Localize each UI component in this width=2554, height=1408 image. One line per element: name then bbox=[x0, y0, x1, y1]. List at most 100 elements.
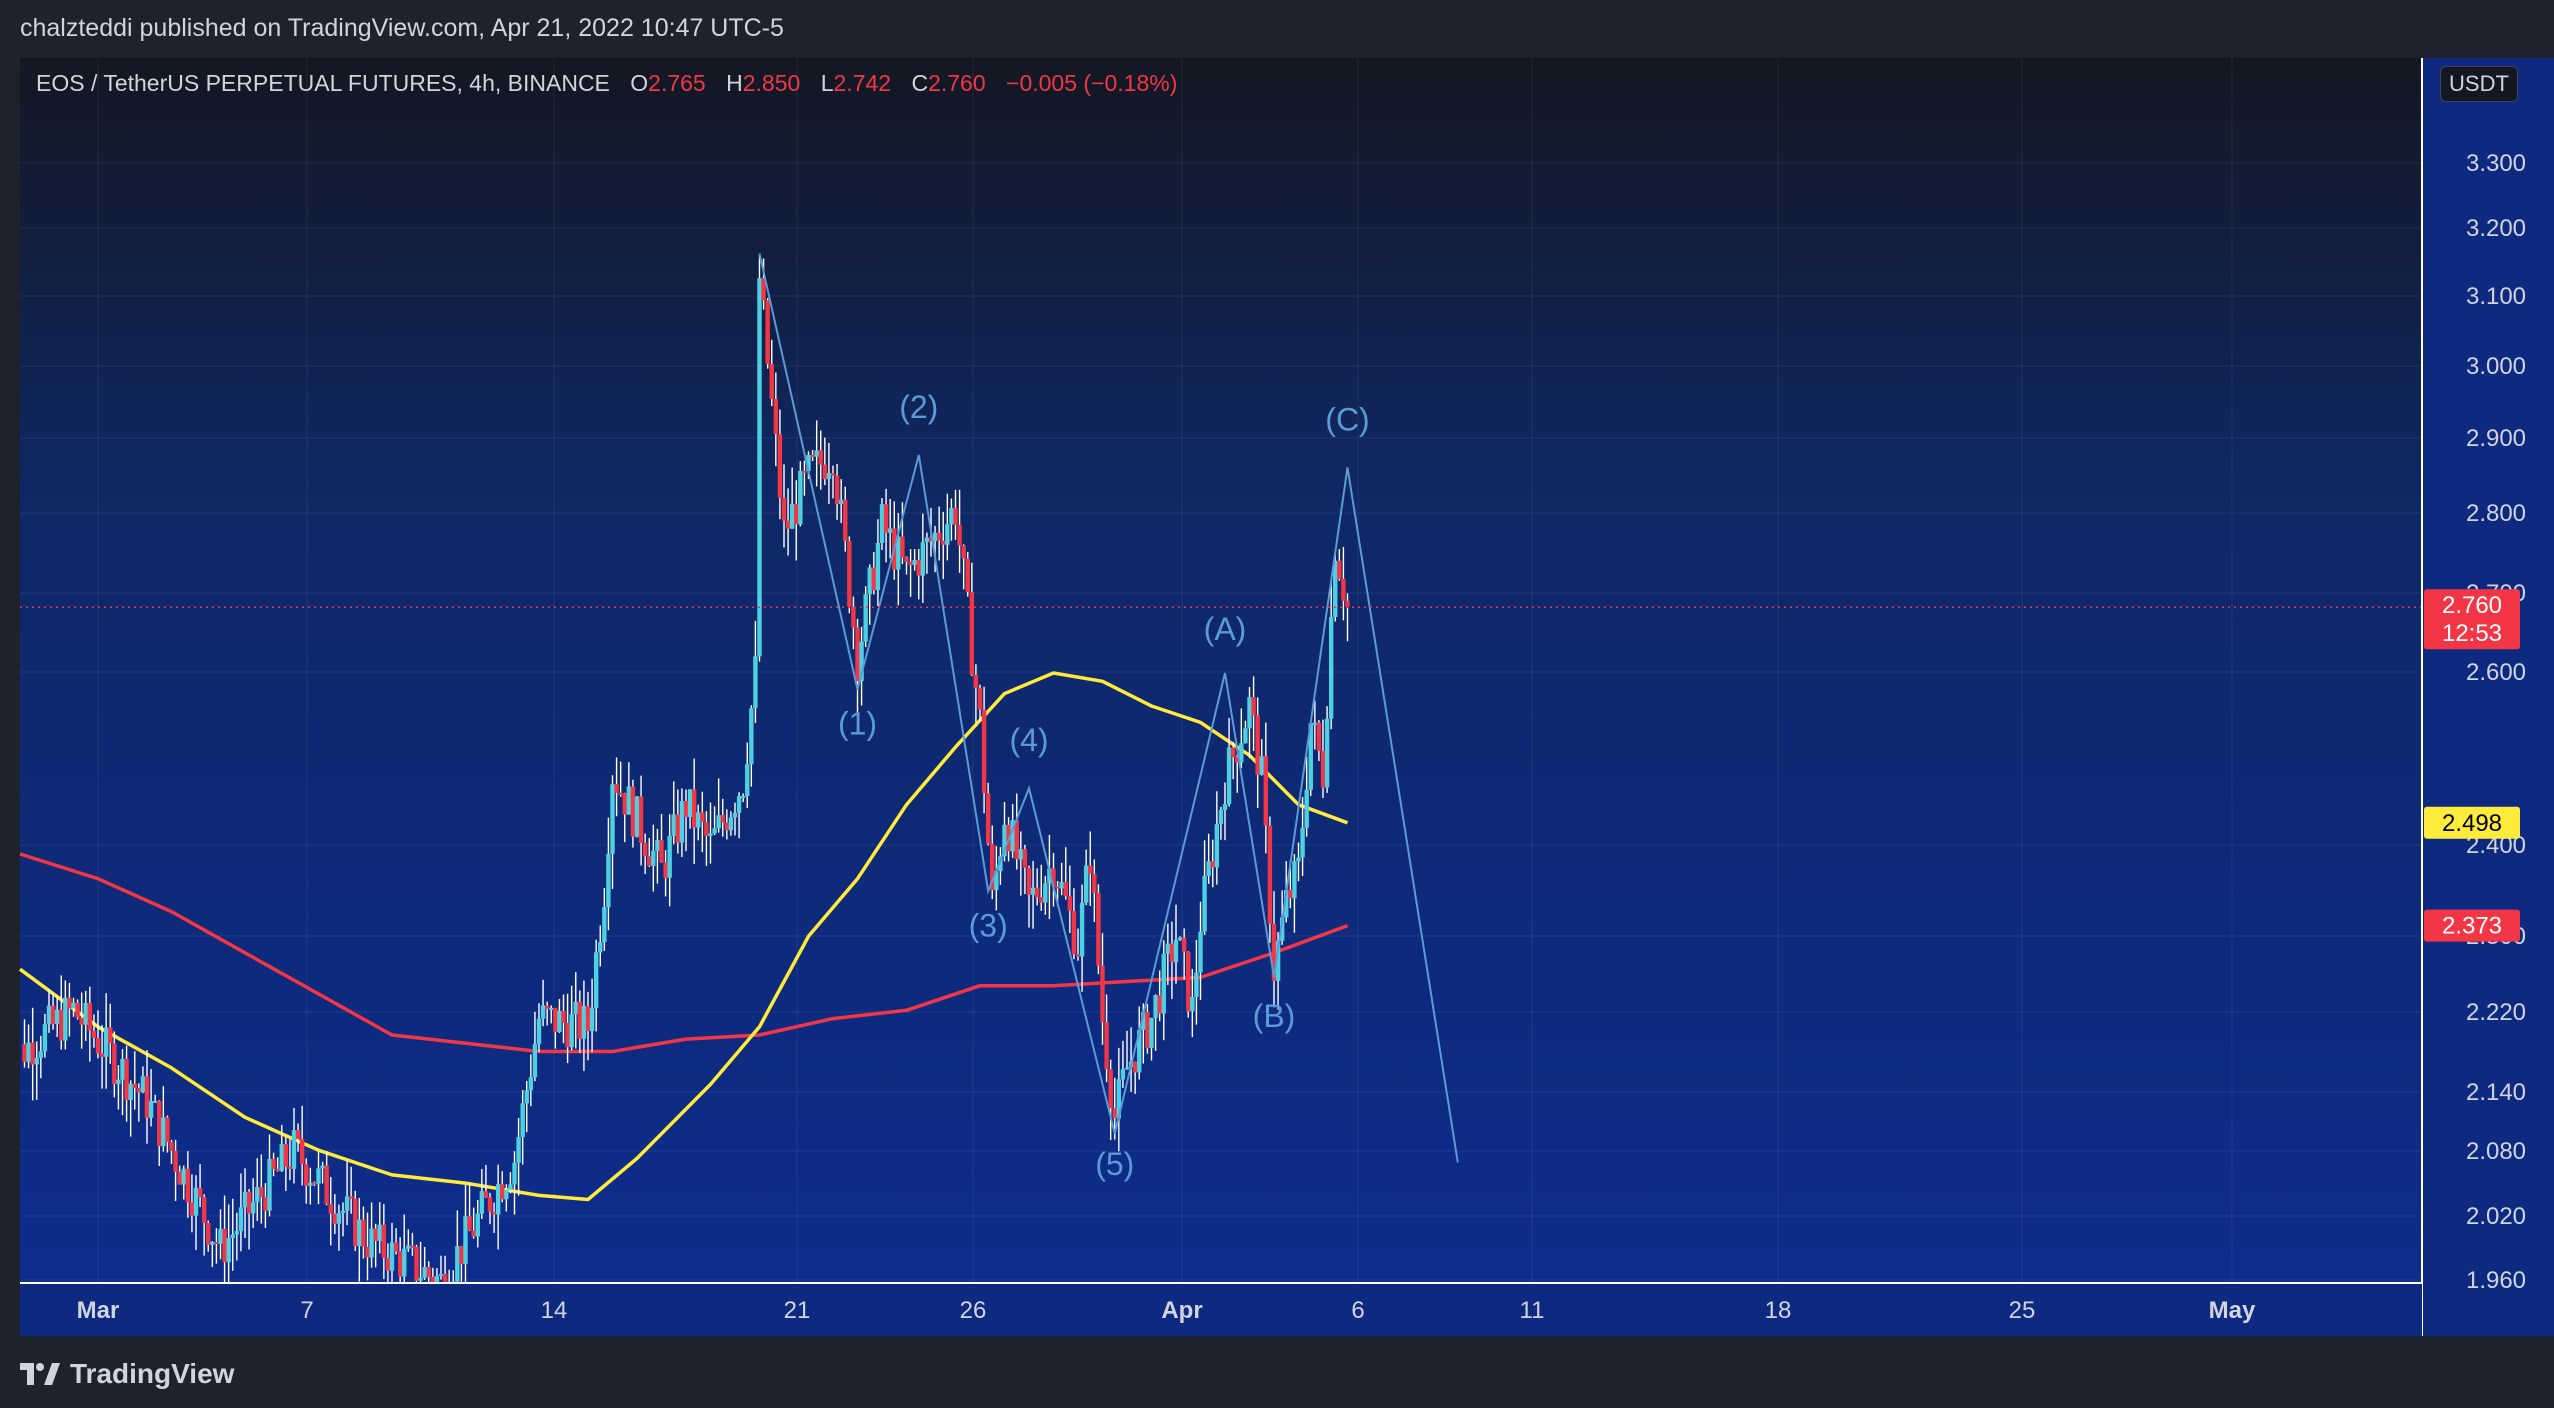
symbol-title[interactable]: EOS / TetherUS PERPETUAL FUTURES, 4h, BI… bbox=[36, 70, 610, 96]
candle-bearish bbox=[1320, 750, 1326, 788]
candle-bullish bbox=[357, 1219, 362, 1247]
wave-label: (2) bbox=[899, 389, 938, 425]
candle-bullish bbox=[945, 524, 950, 545]
candle-bearish bbox=[965, 558, 970, 593]
candle-bullish bbox=[1165, 943, 1171, 954]
candle-bullish bbox=[320, 1165, 325, 1169]
candle-bullish bbox=[438, 1273, 444, 1277]
candle-bearish bbox=[201, 1197, 207, 1223]
candle-bearish bbox=[283, 1143, 289, 1167]
candle-bullish bbox=[1304, 789, 1309, 828]
candle-bullish bbox=[949, 507, 954, 525]
candle-bullish bbox=[516, 1137, 521, 1163]
candle-bearish bbox=[871, 567, 877, 591]
symbol-legend[interactable]: EOS / TetherUS PERPETUAL FUTURES, 4h, BI… bbox=[36, 70, 1177, 97]
candle-bearish bbox=[1132, 1061, 1138, 1073]
price-axis[interactable]: 3.3003.2003.1003.0002.9002.8002.7002.600… bbox=[2466, 150, 2526, 1294]
candle-bullish bbox=[1116, 1079, 1122, 1119]
price-chart[interactable]: (1) (2) (3) (4) (5) (A) (B) (C) 3.300 3.200 3.100… bbox=[0, 0, 2554, 1336]
candle-bearish bbox=[1096, 892, 1101, 966]
elliott-wave-drawing[interactable]: (1) (2) (3) (4) (5) (A) (B) (C) bbox=[758, 253, 1459, 1182]
candle-bearish bbox=[271, 1158, 276, 1169]
candle-bullish bbox=[344, 1196, 350, 1211]
candle-bearish bbox=[177, 1171, 182, 1185]
candle-bullish bbox=[504, 1189, 509, 1200]
candle-bullish bbox=[879, 504, 885, 544]
candle-bullish bbox=[161, 1117, 166, 1147]
candle-bearish bbox=[1063, 881, 1068, 897]
candle-bearish bbox=[1271, 923, 1277, 981]
candle-bearish bbox=[773, 398, 779, 434]
candle-bullish bbox=[863, 594, 868, 642]
candle-bullish bbox=[308, 1182, 313, 1186]
candle-bullish bbox=[1296, 857, 1301, 862]
candle-bullish bbox=[1141, 1012, 1146, 1030]
candle-bullish bbox=[589, 1008, 595, 1032]
candle-bearish bbox=[957, 524, 962, 546]
candle-bearish bbox=[1100, 965, 1105, 1023]
candle-bearish bbox=[393, 1242, 399, 1252]
candle-bullish bbox=[128, 1083, 133, 1101]
candle-bullish bbox=[434, 1276, 440, 1282]
candle-bearish bbox=[638, 796, 644, 843]
candlesticks bbox=[22, 254, 1350, 1295]
candle-bearish bbox=[908, 561, 913, 565]
price-tick-label: 2.080 bbox=[2466, 1138, 2526, 1165]
candle-bearish bbox=[675, 814, 681, 843]
candle-bullish bbox=[63, 997, 68, 1041]
candle-bearish bbox=[614, 784, 619, 793]
candle-bullish bbox=[422, 1267, 427, 1278]
candle-bearish bbox=[961, 545, 966, 559]
candle-bullish bbox=[1030, 887, 1036, 895]
candle-bearish bbox=[561, 1010, 566, 1023]
candle-bullish bbox=[716, 815, 721, 829]
candle-bullish bbox=[218, 1228, 223, 1244]
candle-bullish bbox=[116, 1079, 121, 1085]
candle-bearish bbox=[132, 1083, 137, 1088]
candle-bearish bbox=[659, 840, 664, 863]
candle-bullish bbox=[994, 871, 999, 891]
candle-bearish bbox=[834, 475, 840, 504]
candle-bearish bbox=[112, 1043, 117, 1085]
candle-bullish bbox=[540, 1005, 546, 1019]
candle-bearish bbox=[761, 278, 766, 301]
candle-bearish bbox=[847, 540, 852, 607]
candle-bullish bbox=[687, 789, 693, 818]
candle-bearish bbox=[275, 1168, 280, 1171]
price-axis-badge-countdown: 12:53 bbox=[2442, 620, 2502, 647]
candle-bullish bbox=[924, 537, 930, 543]
candle-bearish bbox=[785, 520, 791, 529]
candle-bullish bbox=[1010, 820, 1015, 852]
candle-bearish bbox=[426, 1267, 431, 1277]
high-value: 2.850 bbox=[742, 70, 801, 96]
candle-bullish bbox=[242, 1191, 248, 1208]
time-tick-label: Apr bbox=[1161, 1297, 1202, 1324]
tradingview-logo[interactable]: TradingView bbox=[20, 1358, 234, 1390]
currency-selector[interactable]: USDT bbox=[2440, 66, 2518, 102]
candle-bullish bbox=[1202, 875, 1207, 932]
price-tick-label: 2.140 bbox=[2466, 1079, 2526, 1106]
time-scale-background bbox=[20, 1284, 2422, 1336]
time-axis[interactable]: Mar 7 14 21 26 Apr 6 11 18 25 May bbox=[77, 1297, 2256, 1324]
price-axis-badge bbox=[2424, 909, 2520, 942]
low-value: 2.742 bbox=[833, 70, 892, 96]
wave-label: (1) bbox=[838, 706, 877, 742]
moving-averages bbox=[18, 671, 1349, 1202]
candle-bullish bbox=[634, 796, 640, 837]
price-tick-label: 3.300 bbox=[2466, 150, 2526, 177]
candle-bullish bbox=[740, 795, 746, 798]
candle-bearish bbox=[95, 1037, 101, 1054]
candle-bullish bbox=[1079, 902, 1085, 957]
time-tick-label: 21 bbox=[784, 1297, 811, 1324]
publish-header: chalzteddi published on TradingView.com,… bbox=[0, 0, 2554, 58]
candle-bullish bbox=[1198, 931, 1203, 973]
candle-bearish bbox=[263, 1196, 268, 1211]
candle-bearish bbox=[483, 1191, 489, 1198]
price-tick-label: 3.000 bbox=[2466, 353, 2526, 380]
candle-bearish bbox=[22, 1044, 27, 1062]
tradingview-brand: TradingView bbox=[70, 1358, 235, 1389]
candle-bullish bbox=[230, 1234, 235, 1238]
candle-bullish bbox=[512, 1162, 517, 1185]
candle-bullish bbox=[71, 1002, 76, 1009]
candle-bullish bbox=[1149, 1018, 1154, 1048]
